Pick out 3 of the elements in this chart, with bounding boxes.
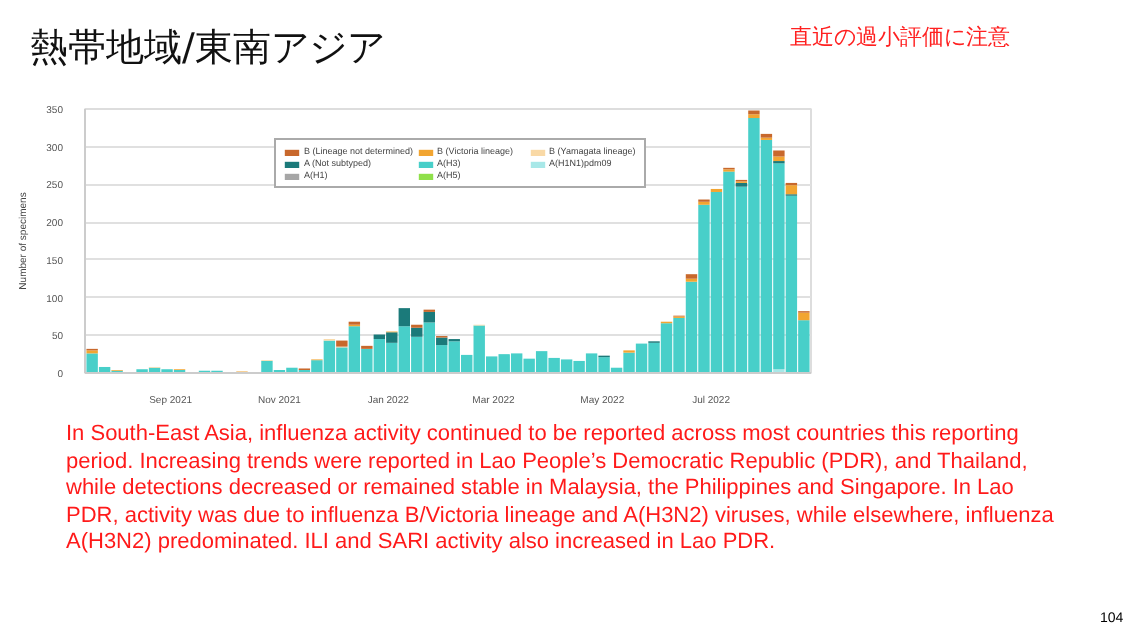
text: 直近の過小評価に注意 xyxy=(790,22,1010,54)
text: In South-East Asia, influenza activity continued to be reported across most countries this reporting period. Increasing trends were reported in Lao People’s Democratic Republic (PDR), and Thailand, while detections decreased or remained stable in Malaysia, the Philippines and Singapore. In Lao PDR, activity was due to influenza B/Victoria lineage and A(H3N2) viruses, while elsewhere, influenza A(H3N2) predominated. ILI and SARI activity also increased in Lao PDR. xyxy=(64,422,1056,557)
chart-title: 熱帯地域/東南アジア xyxy=(28,24,385,74)
